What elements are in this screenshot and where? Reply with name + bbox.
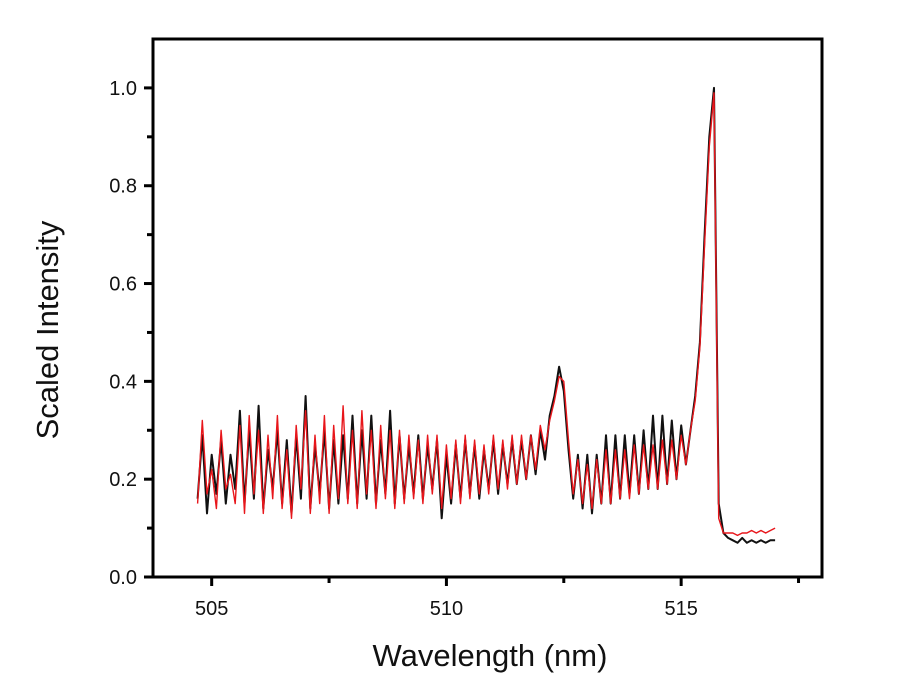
y-tick-label: 1.0 [109, 78, 137, 100]
axis-ticks: 505 510 515 0.0 0.2 0.4 0.6 0.8 1.0 [109, 78, 801, 620]
y-tick-label: 0.6 [109, 274, 137, 296]
y-tick-label: 0.4 [109, 371, 137, 393]
y-tick-label: 0.0 [109, 567, 137, 589]
x-tick-label: 505 [195, 598, 228, 620]
y-tick-label: 0.2 [109, 469, 137, 491]
y-tick-label: 0.8 [109, 176, 137, 198]
y-axis-label: Scaled Intensity [30, 220, 65, 439]
series-layer [196, 86, 776, 544]
x-axis-label: Wavelength (nm) [373, 638, 608, 673]
x-tick-label: 510 [430, 598, 463, 620]
series-line-2 [196, 92, 776, 537]
plot-frame [151, 37, 824, 579]
x-tick-label: 515 [664, 598, 697, 620]
